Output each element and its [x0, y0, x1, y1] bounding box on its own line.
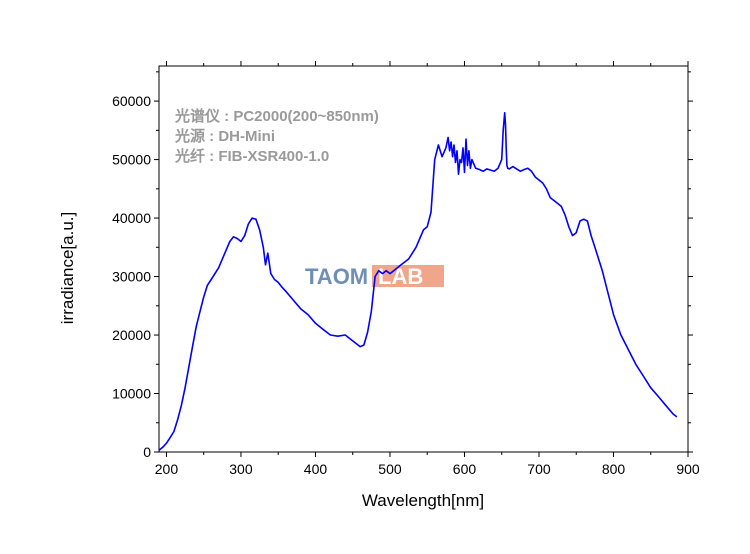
y-axis-label: irradiance[a.u.] [58, 212, 77, 324]
y-tick-label: 30000 [112, 269, 151, 285]
y-tick-label: 40000 [112, 210, 151, 226]
x-tick-label: 800 [602, 461, 626, 477]
annotation-light-source: 光源 : DH-Mini [174, 127, 275, 145]
x-tick-label: 700 [527, 461, 551, 477]
x-tick-label: 600 [453, 461, 477, 477]
watermark-badge [372, 265, 444, 287]
y-tick-label: 60000 [112, 93, 151, 109]
y-tick-label: 20000 [112, 327, 151, 343]
annotation-spectrometer: 光谱仪 : PC2000(200~850nm) [174, 107, 379, 125]
y-tick-label: 0 [143, 444, 151, 460]
plot-frame [158, 65, 689, 453]
watermark-right-text: LAB [378, 264, 423, 289]
irradiance-series-line [158, 112, 678, 451]
x-tick-label: 900 [676, 461, 700, 477]
series-layer [158, 112, 678, 451]
x-tick-label: 400 [304, 461, 328, 477]
watermark-left-text: TAOM [305, 264, 368, 289]
x-tick-label: 200 [155, 461, 179, 477]
annotation-fiber: 光纤 : FIB-XSR400-1.0 [174, 147, 329, 165]
x-tick-label: 300 [229, 461, 253, 477]
x-tick-label: 500 [378, 461, 402, 477]
y-tick-label: 50000 [112, 152, 151, 168]
watermark: TAOM LAB [305, 264, 444, 289]
y-tick-label: 10000 [112, 386, 151, 402]
x-axis-label: Wavelength[nm] [362, 491, 484, 510]
axes: 200 300 400 500 600 700 800 900 0 10000 20000 30000… [112, 61, 700, 477]
annotations: 光谱仪 : PC2000(200~850nm) 光源 : DH-Mini 光纤 … [174, 107, 379, 165]
